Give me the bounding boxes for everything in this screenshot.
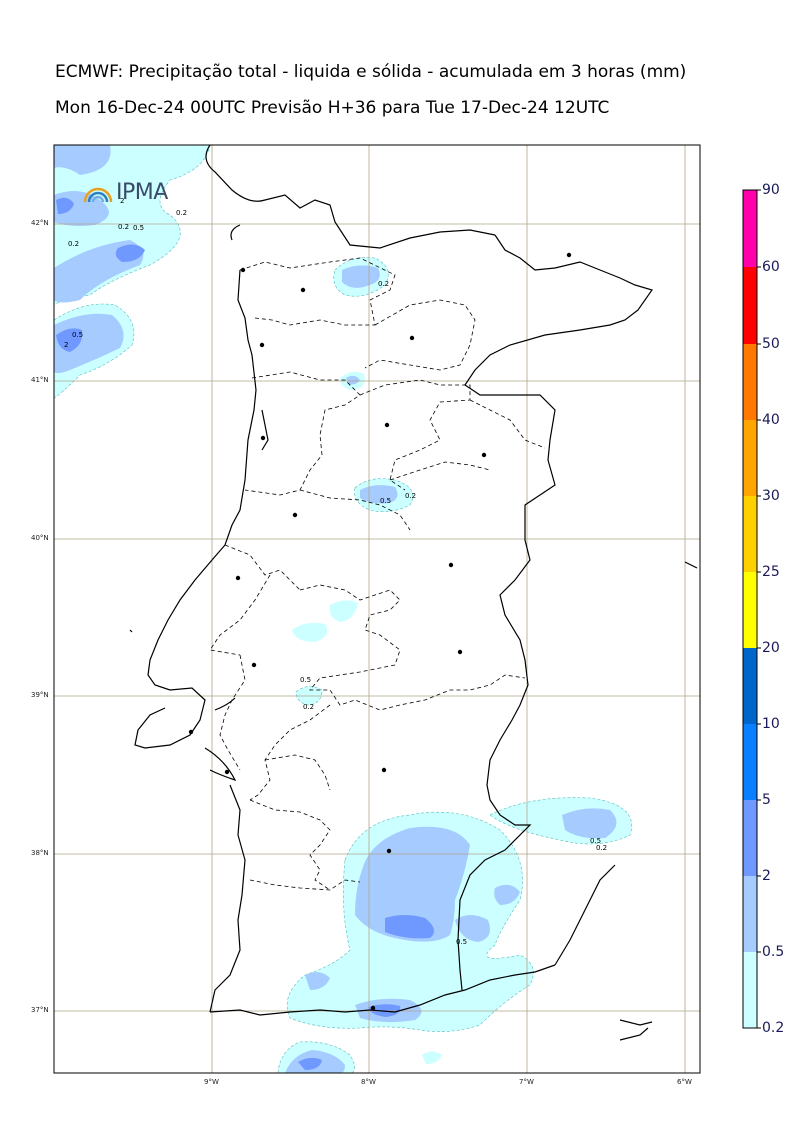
rainbow-logo-icon xyxy=(83,187,113,202)
logo-text: IPMA xyxy=(116,180,168,205)
precip-area xyxy=(56,328,83,352)
lat-label: 37°N xyxy=(31,1006,49,1014)
colorbar-segment xyxy=(743,876,757,952)
colorbar-label: 20 xyxy=(762,640,780,656)
precip-area xyxy=(56,197,74,214)
contour-label: 2 xyxy=(120,197,124,205)
colorbar-label: 25 xyxy=(762,564,780,580)
contour-label: 0.5 xyxy=(456,938,467,946)
colorbar xyxy=(742,189,761,1029)
contour-label: 0.5 xyxy=(300,676,311,684)
colorbar-label: 90 xyxy=(762,182,780,198)
colorbar-segment xyxy=(743,648,757,724)
colorbar-segment xyxy=(743,420,757,496)
contour-label: 0.5 xyxy=(380,497,391,505)
lon-label: 9°W xyxy=(204,1078,219,1086)
colorbar-segment xyxy=(743,496,757,572)
contour-label: 0.2 xyxy=(405,492,416,500)
city-markers xyxy=(188,252,572,1011)
lat-label: 41°N xyxy=(31,376,49,384)
colorbar-label: 0.2 xyxy=(762,1020,785,1036)
precip-area xyxy=(562,808,617,839)
map-frame xyxy=(53,144,701,1074)
precip-area xyxy=(355,826,470,942)
contour-label: 0.5 xyxy=(590,837,601,845)
contour-label: 0.2 xyxy=(68,240,79,248)
lat-label: 40°N xyxy=(31,534,49,542)
page-subtitle: Mon 16-Dec-24 00UTC Previsão H+36 para T… xyxy=(55,98,610,118)
colorbar-segment xyxy=(743,267,757,344)
colorbar-label: 60 xyxy=(762,259,780,275)
precip-area xyxy=(292,622,328,642)
precip-area xyxy=(115,244,145,262)
precip-area xyxy=(298,1057,322,1070)
precip-area xyxy=(494,884,520,905)
precip-area xyxy=(305,972,330,990)
lon-label: 8°W xyxy=(361,1078,376,1086)
colorbar-label: 2 xyxy=(762,868,771,884)
graticule xyxy=(54,145,700,1073)
precip-area xyxy=(346,375,360,385)
precip-area xyxy=(360,485,398,504)
colorbar-label: 40 xyxy=(762,412,780,428)
precip-area xyxy=(342,265,380,288)
contour-label: 0.2 xyxy=(596,844,607,852)
colorbar-segment xyxy=(743,724,757,800)
colorbar-label: 50 xyxy=(762,336,780,352)
lon-label: 6°W xyxy=(677,1078,692,1086)
colorbar-segment xyxy=(743,190,757,267)
colorbar-segment xyxy=(743,800,757,876)
contour-label: 2 xyxy=(64,341,68,349)
precip-area xyxy=(455,915,491,942)
colorbar-segment xyxy=(743,572,757,648)
lon-label: 7°W xyxy=(519,1078,534,1086)
contour-label: 0.5 xyxy=(133,224,144,232)
colorbar-label: 30 xyxy=(762,488,780,504)
precip-area xyxy=(385,915,434,939)
contour-label: 0.2 xyxy=(176,209,187,217)
district-borders xyxy=(209,257,546,891)
contour-labels: 0.2 0.5 2 0.2 0.5 0.2 0.5 2 0.2 0.5 0.2 … xyxy=(64,197,607,946)
colorbar-label: 5 xyxy=(762,792,771,808)
contour-label: 0.2 xyxy=(118,223,129,231)
contour-label: 0.2 xyxy=(378,280,389,288)
lat-label: 39°N xyxy=(31,691,49,699)
contour-label: 0.2 xyxy=(303,703,314,711)
colorbar-segment xyxy=(743,344,757,420)
precip-area xyxy=(422,1051,442,1064)
precip-area xyxy=(54,145,111,175)
precip-area xyxy=(329,600,358,622)
contour-label: 0.5 xyxy=(72,331,83,339)
lat-label: 42°N xyxy=(31,219,49,227)
lat-label: 38°N xyxy=(31,849,49,857)
colorbar-frame xyxy=(742,189,758,1029)
precipitation-field xyxy=(54,145,632,1073)
colorbar-segment xyxy=(743,952,757,1028)
page-title: ECMWF: Precipitação total - liquida e só… xyxy=(55,62,687,82)
ipma-logo: IPMA xyxy=(82,180,168,205)
coastline xyxy=(129,145,698,1041)
colorbar-label: 0.5 xyxy=(762,944,785,960)
colorbar-label: 10 xyxy=(762,716,780,732)
